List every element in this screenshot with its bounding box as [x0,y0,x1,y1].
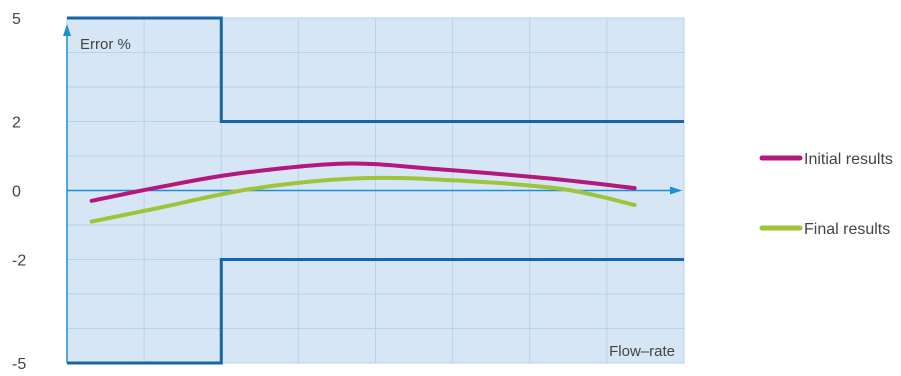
y-tick-labels: 5 2 0 -2 -5 [12,11,26,373]
y-tick-label: -5 [12,356,26,373]
limit-envelope [63,16,684,365]
y-tick-label: 0 [12,184,21,201]
lower-limit-line [67,258,684,365]
y-axis-arrow [63,24,71,36]
series-layer [89,161,637,224]
upper-limit-line [67,16,684,123]
series-line-initial-results [89,161,637,203]
legend-label-final-results: Final results [804,221,890,238]
y-axis-label: Error % [80,36,131,53]
legend: Initial results Final results [759,151,893,238]
series-line-final-results [89,175,637,224]
legend-label-initial-results: Initial results [804,151,893,168]
y-tick-label: 5 [12,11,21,28]
y-tick-label: -2 [12,253,26,270]
x-axis-label: Flow–rate [609,343,675,360]
y-tick-label: 2 [12,115,21,132]
x-axis-arrow [670,186,682,195]
